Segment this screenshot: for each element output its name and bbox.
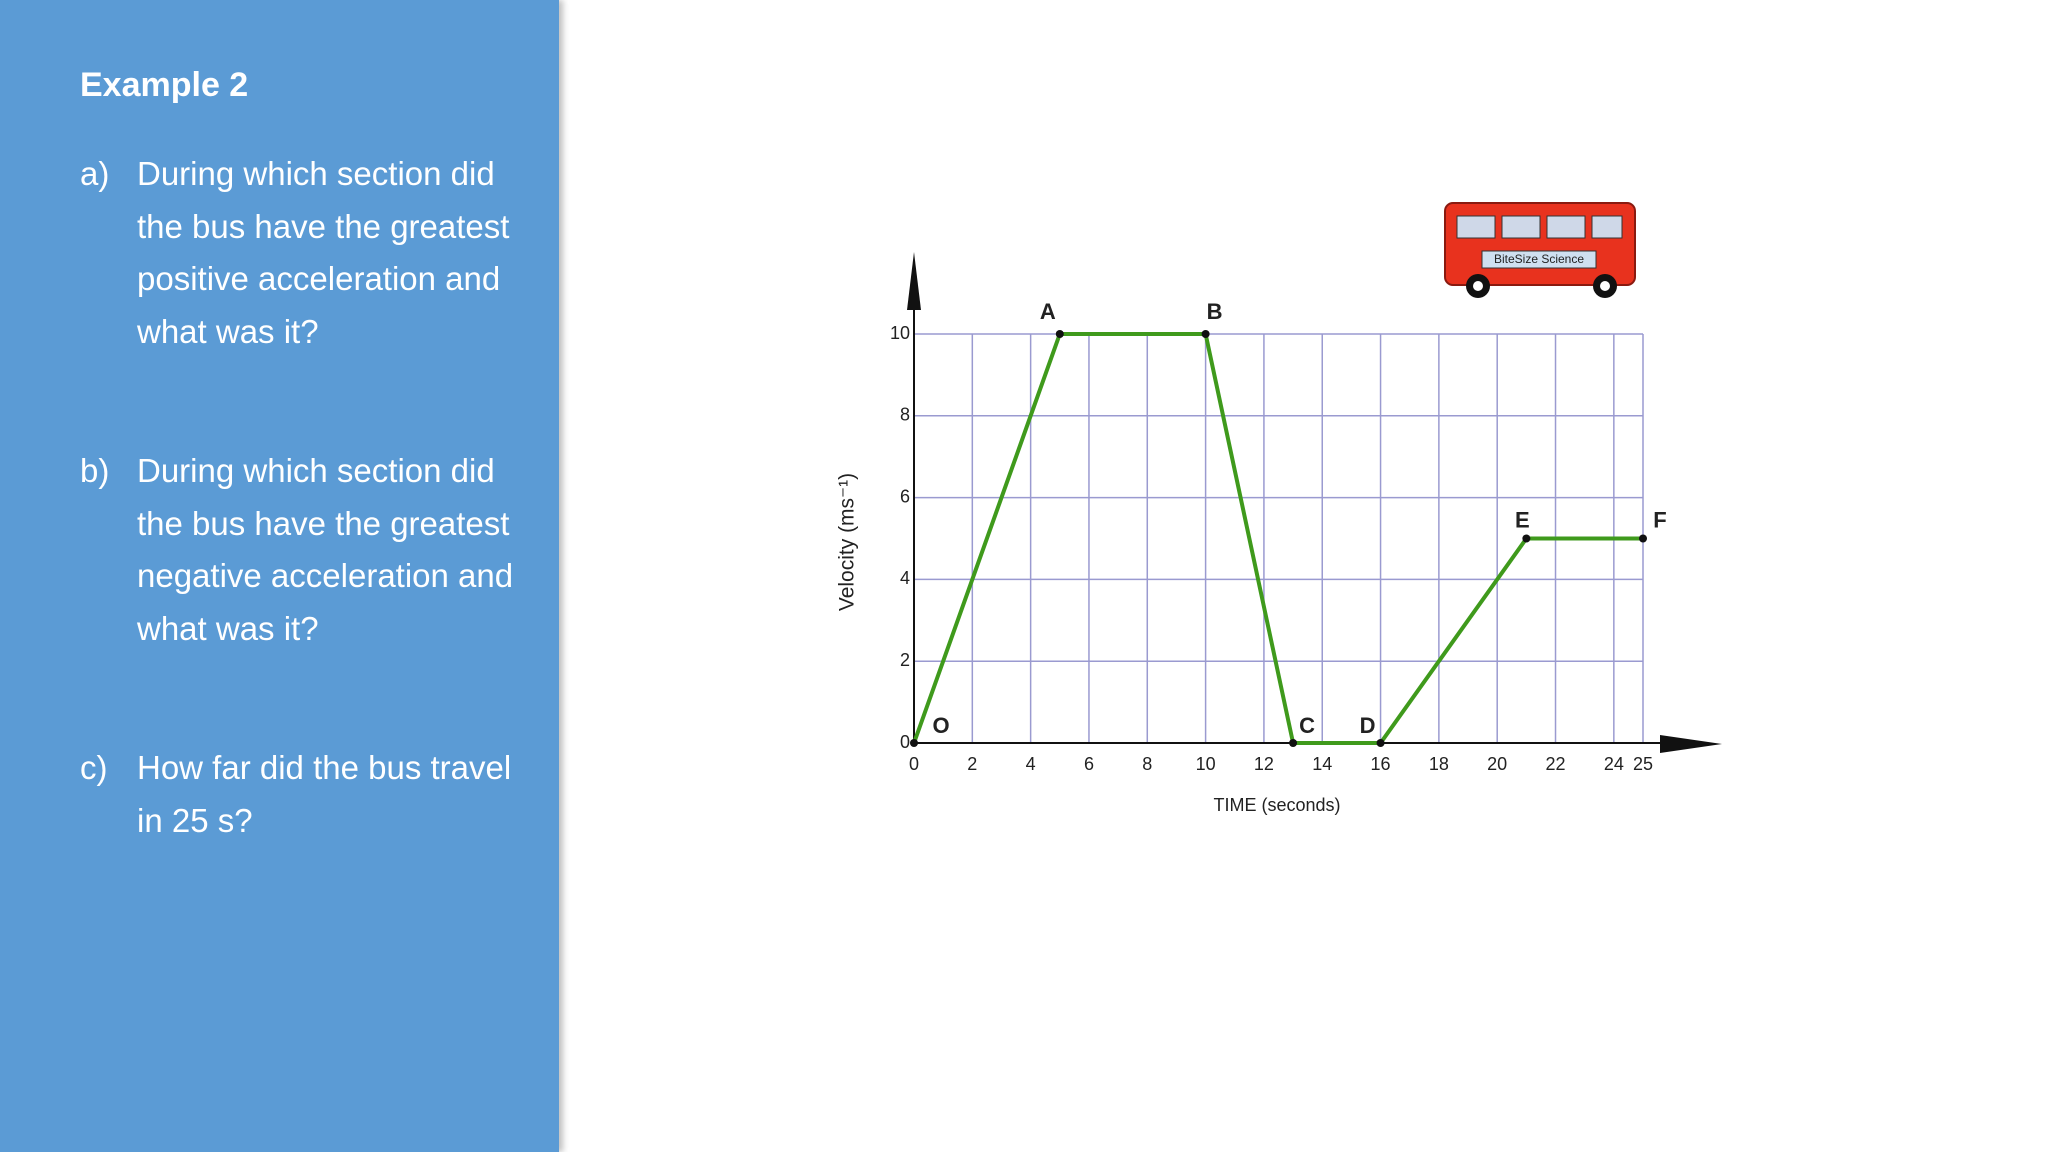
bus-body bbox=[1444, 202, 1636, 286]
x-tick-label: 18 bbox=[1429, 754, 1449, 774]
y-tick-label: 4 bbox=[900, 568, 910, 588]
x-tick-label: 22 bbox=[1546, 754, 1566, 774]
bus-hub bbox=[1600, 281, 1610, 291]
x-axis-arrow bbox=[1660, 735, 1722, 753]
point-label: D bbox=[1360, 713, 1376, 738]
point-label: O bbox=[932, 713, 949, 738]
x-tick-label: 2 bbox=[967, 754, 977, 774]
bus-sign-text: BiteSize Science bbox=[1494, 252, 1584, 266]
data-point bbox=[1055, 330, 1064, 338]
point-label: E bbox=[1515, 507, 1530, 532]
bus: BiteSize Science bbox=[1444, 202, 1636, 298]
x-tick-label: 25 bbox=[1633, 754, 1653, 774]
x-tick-label: 0 bbox=[909, 754, 919, 774]
question-text: During which section did the bus have th… bbox=[137, 155, 510, 350]
data-point bbox=[1289, 739, 1298, 747]
bus-window bbox=[1546, 215, 1586, 239]
question-panel: Example 2 a) During which section did the… bbox=[0, 0, 559, 1152]
data-point bbox=[1201, 330, 1210, 338]
point-label: A bbox=[1040, 299, 1056, 324]
panel-title: Example 2 bbox=[80, 66, 249, 104]
x-tick-label: 6 bbox=[1084, 754, 1094, 774]
data-point bbox=[1376, 739, 1385, 747]
y-tick-label: 8 bbox=[900, 405, 910, 425]
x-tick-label: 4 bbox=[1026, 754, 1036, 774]
x-tick-label: 8 bbox=[1142, 754, 1152, 774]
y-tick-label: 0 bbox=[900, 732, 910, 752]
bus-sign bbox=[1481, 250, 1597, 269]
question-text: How far did the bus travel in 25 s? bbox=[137, 749, 512, 839]
question-label: c) bbox=[80, 749, 108, 786]
question-text: During which section did the bus have th… bbox=[137, 452, 514, 647]
y-axis-arrow bbox=[907, 252, 921, 310]
x-tick-label: 14 bbox=[1312, 754, 1332, 774]
x-tick-label: 10 bbox=[1196, 754, 1216, 774]
x-tick-label: 16 bbox=[1371, 754, 1391, 774]
data-point bbox=[1522, 534, 1531, 543]
question-label: b) bbox=[80, 452, 110, 489]
point-label: F bbox=[1653, 507, 1666, 532]
y-tick-label: 10 bbox=[890, 323, 910, 343]
point-label: B bbox=[1207, 299, 1223, 324]
x-tick-label: 12 bbox=[1254, 754, 1274, 774]
question-label: a) bbox=[80, 155, 110, 192]
x-tick-label: 24 bbox=[1604, 754, 1624, 774]
data-point bbox=[1639, 534, 1647, 543]
point-label: C bbox=[1299, 713, 1315, 738]
bus-window bbox=[1591, 215, 1623, 239]
bus-window bbox=[1501, 215, 1541, 239]
bus-window bbox=[1456, 215, 1496, 239]
x-tick-label: 20 bbox=[1487, 754, 1507, 774]
data-line bbox=[912, 332, 1643, 745]
y-axis-title: Velocity (ms⁻¹) bbox=[836, 473, 859, 611]
x-axis-title: TIME (seconds) bbox=[1213, 795, 1340, 815]
data-point bbox=[910, 739, 918, 747]
y-tick-label: 6 bbox=[900, 486, 910, 506]
bus-hub bbox=[1473, 281, 1483, 291]
y-tick-label: 2 bbox=[900, 650, 910, 670]
